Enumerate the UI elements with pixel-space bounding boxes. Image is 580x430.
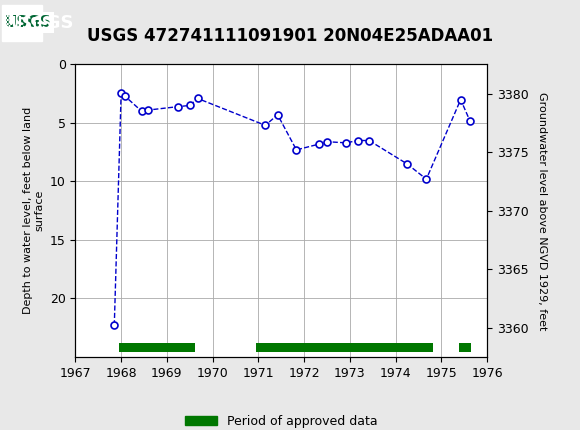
Bar	[256, 343, 433, 352]
FancyBboxPatch shape	[2, 4, 42, 41]
Text: USGS 472741111091901 20N04E25ADAA01: USGS 472741111091901 20N04E25ADAA01	[87, 27, 493, 45]
Y-axis label: Depth to water level, feet below land
surface: Depth to water level, feet below land su…	[23, 107, 44, 314]
Text: ≡USGS: ≡USGS	[3, 14, 74, 31]
Bar	[119, 343, 195, 352]
Y-axis label: Groundwater level above NGVD 1929, feet: Groundwater level above NGVD 1929, feet	[537, 92, 547, 330]
Text: ▒USGS: ▒USGS	[2, 12, 52, 33]
Bar	[459, 343, 471, 352]
Legend: Period of approved data: Period of approved data	[180, 409, 382, 430]
Text: USGS: USGS	[5, 15, 52, 30]
Bar	[3, 3, 52, 42]
